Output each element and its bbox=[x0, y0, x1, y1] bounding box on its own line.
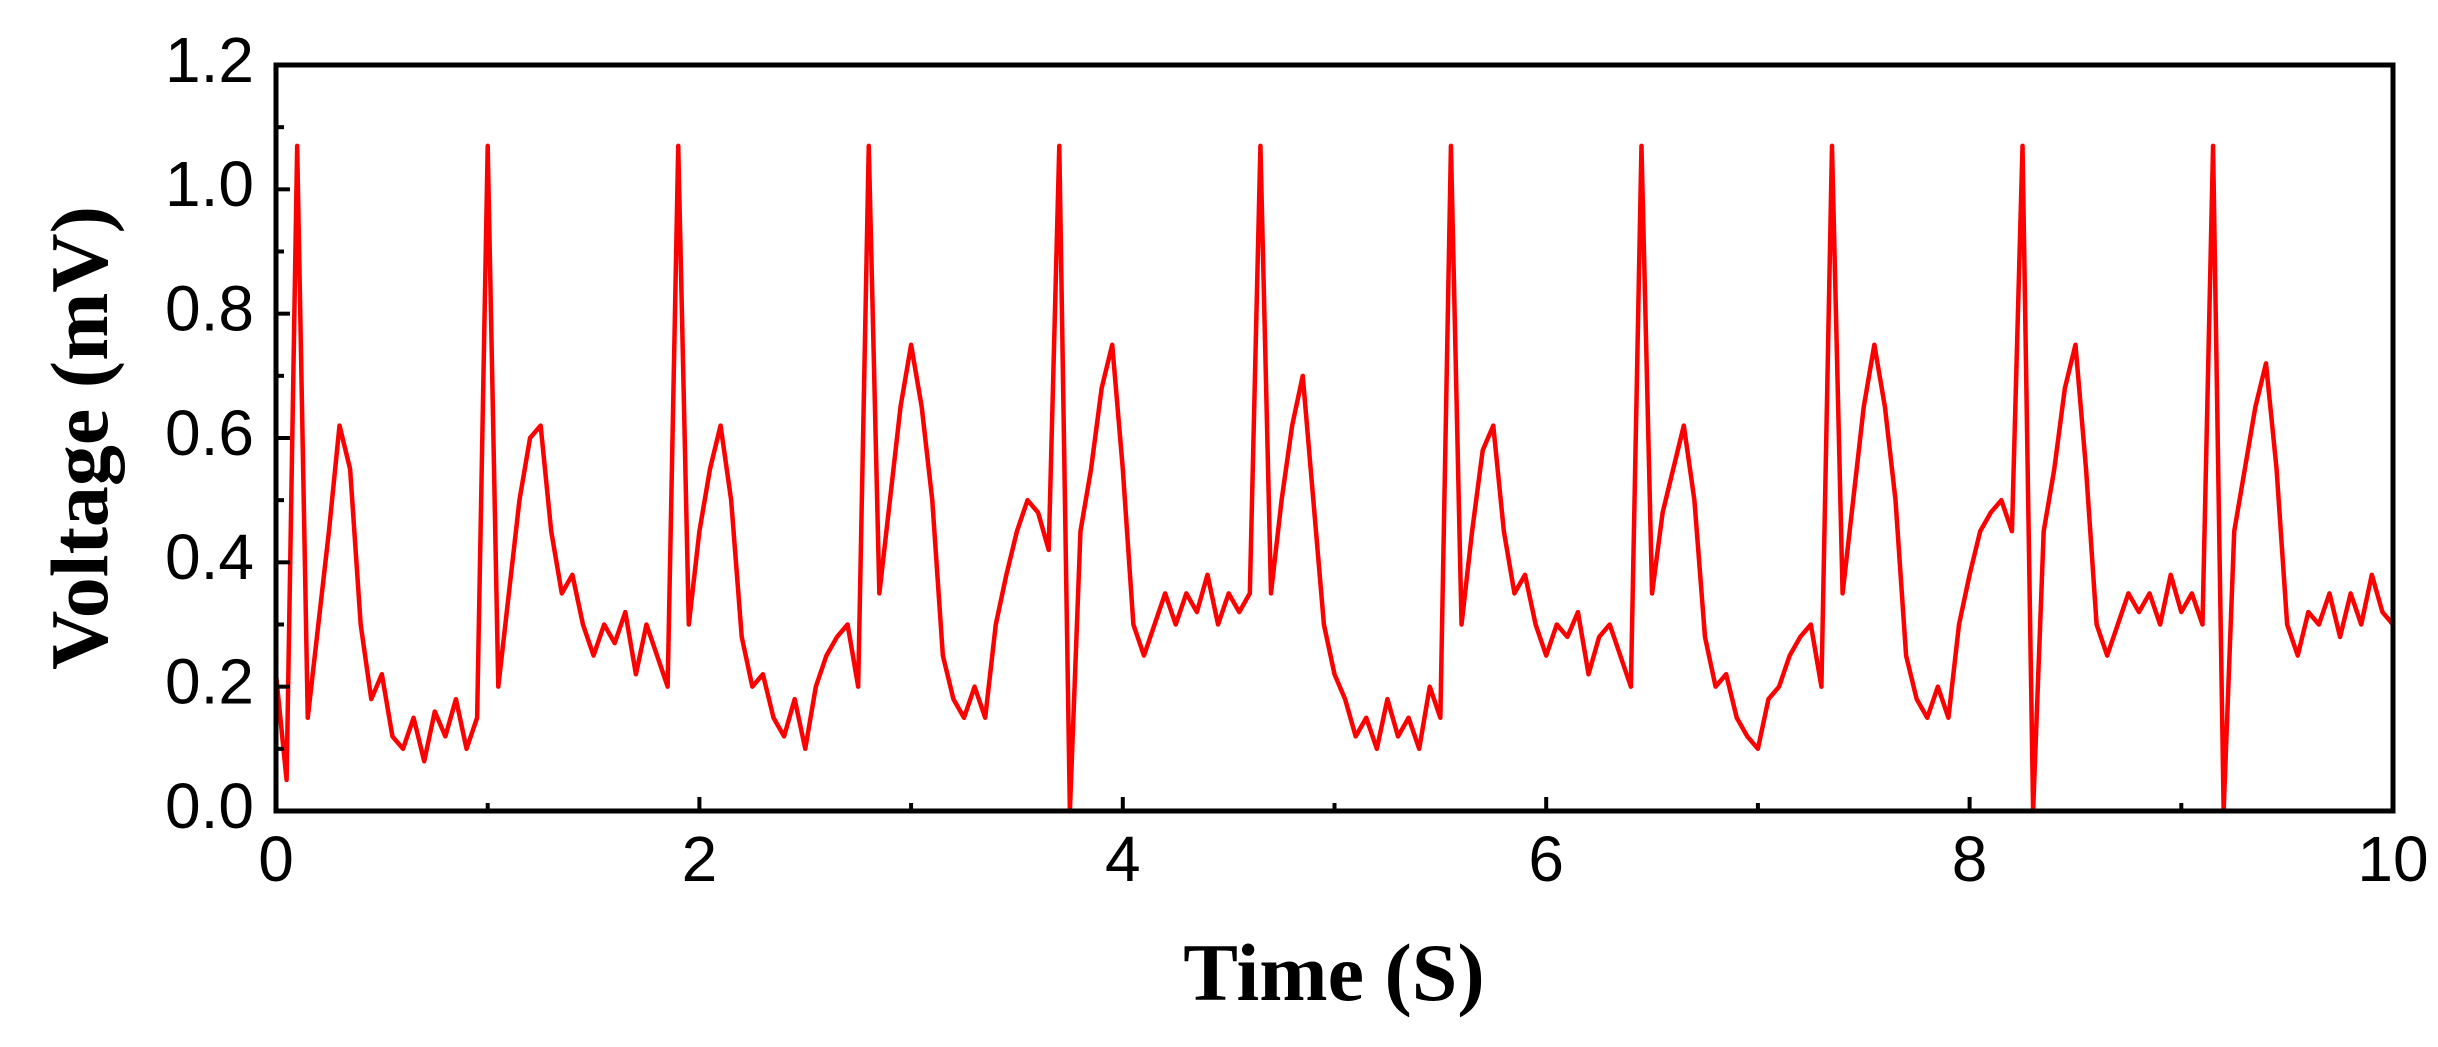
y-tick-label: 0.4 bbox=[165, 521, 254, 593]
y-axis-title: Voltage (mV) bbox=[34, 206, 125, 670]
y-tick-label: 0.2 bbox=[165, 646, 254, 718]
y-tick-label: 0.0 bbox=[165, 770, 254, 842]
y-tick-label: 0.8 bbox=[165, 273, 254, 345]
plot-frame bbox=[273, 62, 2396, 814]
x-axis-title: Time (S) bbox=[1183, 927, 1484, 1018]
data-line bbox=[276, 143, 2393, 811]
y-tick-label: 1.2 bbox=[165, 24, 254, 96]
x-tick-label: 2 bbox=[682, 823, 718, 895]
y-tick-label: 0.6 bbox=[165, 397, 254, 469]
x-tick-label: 8 bbox=[1952, 823, 1988, 895]
y-tick-label: 1.0 bbox=[165, 148, 254, 220]
x-tick-label: 4 bbox=[1105, 823, 1141, 895]
x-tick-label: 10 bbox=[2357, 823, 2428, 895]
x-tick-label: 0 bbox=[258, 823, 294, 895]
x-tick-label: 6 bbox=[1528, 823, 1564, 895]
